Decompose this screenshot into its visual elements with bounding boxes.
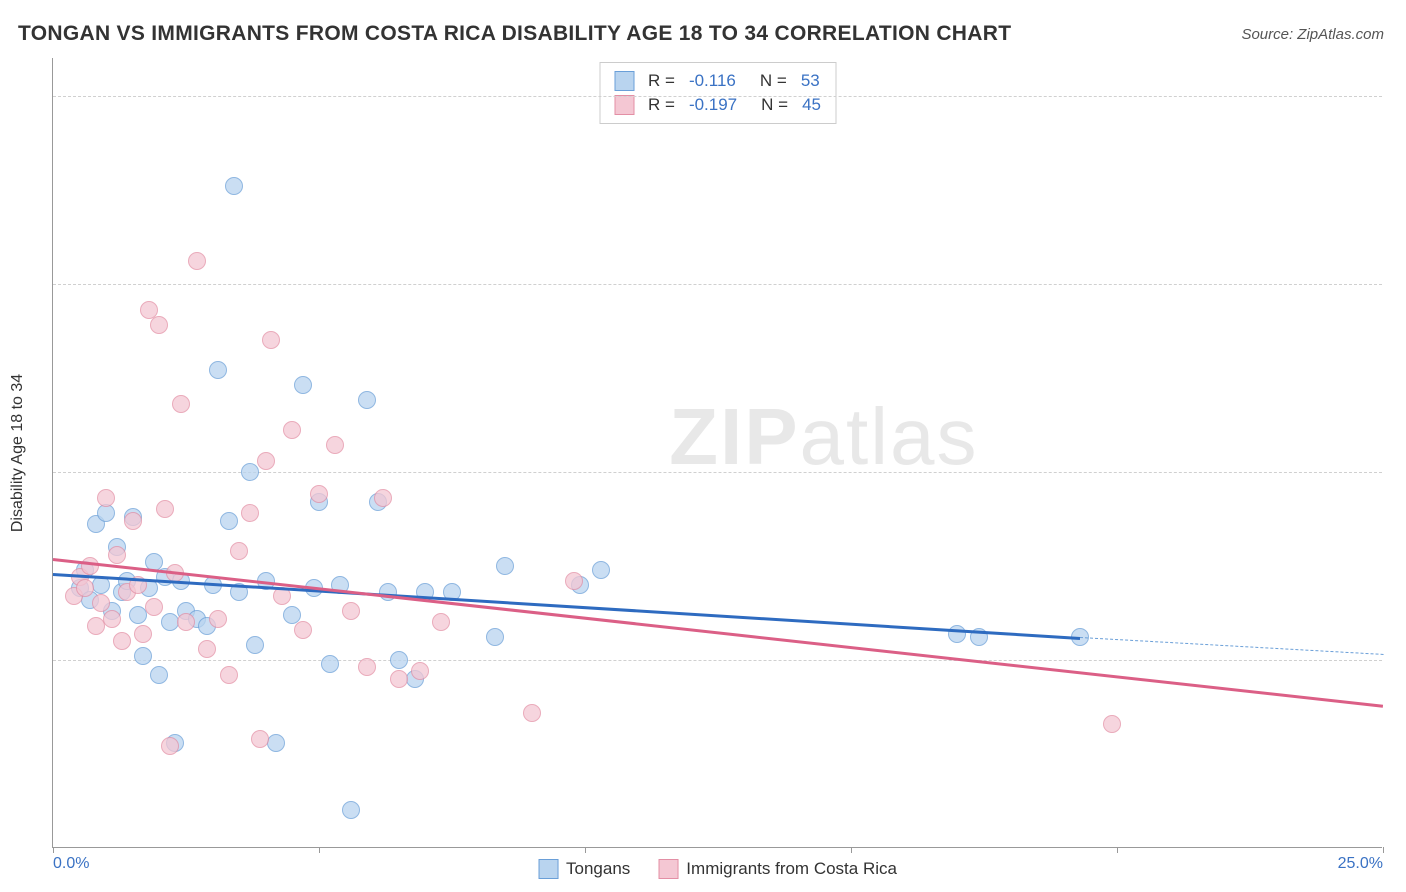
data-point bbox=[241, 463, 259, 481]
data-point bbox=[948, 625, 966, 643]
data-point bbox=[220, 666, 238, 684]
data-point bbox=[156, 500, 174, 518]
data-point bbox=[1103, 715, 1121, 733]
data-point bbox=[358, 658, 376, 676]
legend-swatch bbox=[614, 71, 634, 91]
data-point bbox=[108, 546, 126, 564]
data-point bbox=[134, 625, 152, 643]
data-point bbox=[225, 177, 243, 195]
data-point bbox=[124, 512, 142, 530]
data-point bbox=[294, 621, 312, 639]
data-point bbox=[358, 391, 376, 409]
stat-value-r: -0.116 bbox=[689, 71, 736, 91]
x-tick-label: 25.0% bbox=[1338, 855, 1383, 873]
data-point bbox=[209, 610, 227, 628]
legend-stat-row: R = -0.116 N = 53 bbox=[614, 69, 821, 93]
legend-stats-box: R = -0.116 N = 53 R = -0.197 N = 45 bbox=[599, 62, 836, 124]
data-point bbox=[220, 512, 238, 530]
x-tick-mark bbox=[1383, 847, 1384, 853]
y-tick-label: 5.0% bbox=[1392, 651, 1406, 669]
data-point bbox=[432, 613, 450, 631]
legend-series: Tongans Immigrants from Costa Rica bbox=[538, 859, 897, 879]
x-tick-mark bbox=[1117, 847, 1118, 853]
data-point bbox=[145, 598, 163, 616]
data-point bbox=[150, 666, 168, 684]
data-point bbox=[257, 452, 275, 470]
stat-value-r: -0.197 bbox=[689, 95, 737, 115]
data-point bbox=[172, 395, 190, 413]
data-point bbox=[523, 704, 541, 722]
data-point bbox=[374, 489, 392, 507]
chart-title: TONGAN VS IMMIGRANTS FROM COSTA RICA DIS… bbox=[18, 22, 1011, 46]
y-tick-label: 10.0% bbox=[1392, 463, 1406, 481]
x-tick-mark bbox=[53, 847, 54, 853]
data-point bbox=[379, 583, 397, 601]
data-point bbox=[321, 655, 339, 673]
data-point bbox=[161, 737, 179, 755]
stat-value-n: 45 bbox=[802, 95, 821, 115]
data-point bbox=[283, 421, 301, 439]
watermark: ZIPatlas bbox=[669, 391, 978, 483]
legend-swatch bbox=[614, 95, 634, 115]
y-tick-label: 15.0% bbox=[1392, 275, 1406, 293]
watermark-bold: ZIP bbox=[669, 392, 799, 481]
legend-swatch bbox=[658, 859, 678, 879]
legend-swatch bbox=[538, 859, 558, 879]
gridline bbox=[53, 660, 1382, 661]
plot-area: ZIPatlas R = -0.116 N = 53 R = -0.197 N = 4… bbox=[52, 58, 1382, 848]
stat-label-n: N = bbox=[761, 95, 788, 115]
data-point bbox=[294, 376, 312, 394]
data-point bbox=[342, 801, 360, 819]
data-point bbox=[177, 613, 195, 631]
legend-label: Tongans bbox=[566, 859, 630, 879]
x-tick-label: 0.0% bbox=[53, 855, 89, 873]
data-point bbox=[241, 504, 259, 522]
data-point bbox=[209, 361, 227, 379]
data-point bbox=[97, 489, 115, 507]
data-point bbox=[230, 542, 248, 560]
x-tick-mark bbox=[319, 847, 320, 853]
data-point bbox=[267, 734, 285, 752]
data-point bbox=[565, 572, 583, 590]
data-point bbox=[262, 331, 280, 349]
data-point bbox=[342, 602, 360, 620]
gridline bbox=[53, 96, 1382, 97]
stat-label-n: N = bbox=[760, 71, 787, 91]
data-point bbox=[113, 632, 131, 650]
data-point bbox=[150, 316, 168, 334]
data-point bbox=[103, 610, 121, 628]
data-point bbox=[134, 647, 152, 665]
source-label: Source: ZipAtlas.com bbox=[1241, 26, 1384, 43]
data-point bbox=[246, 636, 264, 654]
data-point bbox=[496, 557, 514, 575]
data-point bbox=[251, 730, 269, 748]
gridline bbox=[53, 284, 1382, 285]
legend-label: Immigrants from Costa Rica bbox=[686, 859, 897, 879]
data-point bbox=[326, 436, 344, 454]
y-axis-title: Disability Age 18 to 34 bbox=[9, 374, 27, 532]
stat-label-r: R = bbox=[648, 71, 675, 91]
data-point bbox=[411, 662, 429, 680]
data-point bbox=[81, 557, 99, 575]
legend-item: Immigrants from Costa Rica bbox=[658, 859, 897, 879]
trend-line bbox=[53, 558, 1383, 707]
trend-line-extrapolated bbox=[1080, 637, 1383, 655]
stat-value-n: 53 bbox=[801, 71, 820, 91]
legend-item: Tongans bbox=[538, 859, 630, 879]
data-point bbox=[310, 485, 328, 503]
x-tick-mark bbox=[851, 847, 852, 853]
data-point bbox=[486, 628, 504, 646]
data-point bbox=[188, 252, 206, 270]
data-point bbox=[592, 561, 610, 579]
y-tick-label: 20.0% bbox=[1392, 87, 1406, 105]
data-point bbox=[390, 651, 408, 669]
stat-label-r: R = bbox=[648, 95, 675, 115]
watermark-light: atlas bbox=[800, 392, 979, 481]
data-point bbox=[198, 640, 216, 658]
data-point bbox=[390, 670, 408, 688]
x-tick-mark bbox=[585, 847, 586, 853]
chart-container: Disability Age 18 to 34 ZIPatlas R = -0.… bbox=[52, 58, 1382, 848]
data-point bbox=[76, 579, 94, 597]
